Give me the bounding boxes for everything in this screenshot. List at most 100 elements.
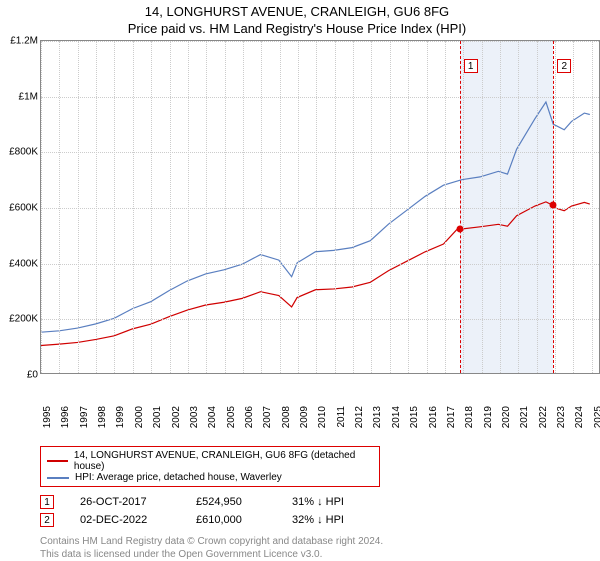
gridline-vertical — [463, 41, 464, 373]
gridline-horizontal — [41, 97, 599, 98]
legend-swatch-hpi — [47, 477, 69, 479]
footer-line-1: Contains HM Land Registry data © Crown c… — [40, 535, 590, 548]
gridline-vertical — [261, 41, 262, 373]
x-axis-label: 2013 — [370, 406, 383, 428]
x-axis-label: 2021 — [517, 406, 530, 428]
legend-item-price-paid: 14, LONGHURST AVENUE, CRANLEIGH, GU6 8FG… — [47, 450, 373, 472]
x-axis-label: 2000 — [132, 406, 145, 428]
gridline-vertical — [518, 41, 519, 373]
y-axis-label: £400K — [9, 258, 41, 269]
event-marker: 1 — [464, 59, 478, 73]
x-axis-label: 2012 — [352, 406, 365, 428]
gridline-vertical — [316, 41, 317, 373]
gridline-vertical — [537, 41, 538, 373]
x-axis-label: 2024 — [572, 406, 585, 428]
gridline-horizontal — [41, 264, 599, 265]
event-marker-icon: 2 — [40, 513, 54, 527]
x-axis-label: 2020 — [499, 406, 512, 428]
y-axis-label: £600K — [9, 203, 41, 214]
gridline-vertical — [225, 41, 226, 373]
gridline-vertical — [78, 41, 79, 373]
gridline-vertical — [133, 41, 134, 373]
gridline-vertical — [390, 41, 391, 373]
x-axis-labels: 1995199619971998199920002001200220032004… — [40, 374, 600, 406]
x-axis-label: 2004 — [205, 406, 218, 428]
sales-row: 1 26-OCT-2017 £524,950 31% ↓ HPI — [40, 495, 590, 509]
sales-row: 2 02-DEC-2022 £610,000 32% ↓ HPI — [40, 513, 590, 527]
gridline-vertical — [206, 41, 207, 373]
gridline-vertical — [280, 41, 281, 373]
legend: 14, LONGHURST AVENUE, CRANLEIGH, GU6 8FG… — [40, 446, 380, 487]
gridline-vertical — [408, 41, 409, 373]
gridline-vertical — [500, 41, 501, 373]
event-line — [460, 41, 461, 373]
gridline-vertical — [114, 41, 115, 373]
event-marker-icon: 1 — [40, 495, 54, 509]
sale-vs-hpi: 31% ↓ HPI — [292, 496, 382, 508]
x-axis-label: 2009 — [297, 406, 310, 428]
y-axis-label: £1M — [19, 91, 41, 102]
x-axis-label: 2005 — [224, 406, 237, 428]
chart-area: £0£200K£400K£600K£800K£1M£1.2M12 — [40, 40, 600, 374]
gridline-vertical — [445, 41, 446, 373]
x-axis-label: 1999 — [113, 406, 126, 428]
x-axis-label: 2015 — [407, 406, 420, 428]
gridline-vertical — [96, 41, 97, 373]
gridline-vertical — [59, 41, 60, 373]
x-axis-label: 2018 — [462, 406, 475, 428]
x-axis-label: 1995 — [40, 406, 53, 428]
y-axis-label: £0 — [27, 370, 41, 381]
x-axis-label: 2019 — [481, 406, 494, 428]
gridline-horizontal — [41, 152, 599, 153]
x-axis-label: 2016 — [426, 406, 439, 428]
gridline-vertical — [371, 41, 372, 373]
x-axis-label: 1997 — [77, 406, 90, 428]
gridline-vertical — [427, 41, 428, 373]
x-axis-label: 2002 — [169, 406, 182, 428]
x-axis-label: 2003 — [187, 406, 200, 428]
sales-table: 1 26-OCT-2017 £524,950 31% ↓ HPI 2 02-DE… — [40, 495, 590, 527]
gridline-vertical — [170, 41, 171, 373]
series-line — [41, 202, 590, 346]
x-axis-label: 2010 — [315, 406, 328, 428]
x-axis-label: 2008 — [279, 406, 292, 428]
chart-figure: 14, LONGHURST AVENUE, CRANLEIGH, GU6 8FG… — [0, 0, 600, 560]
gridline-horizontal — [41, 208, 599, 209]
legend-item-hpi: HPI: Average price, detached house, Wave… — [47, 472, 373, 483]
x-axis-label: 2001 — [150, 406, 163, 428]
gridline-vertical — [592, 41, 593, 373]
gridline-vertical — [151, 41, 152, 373]
x-axis-label: 2017 — [444, 406, 457, 428]
gridline-vertical — [243, 41, 244, 373]
x-axis-label: 2007 — [260, 406, 273, 428]
x-axis-label: 2023 — [554, 406, 567, 428]
x-axis-label: 2022 — [536, 406, 549, 428]
legend-label-price-paid: 14, LONGHURST AVENUE, CRANLEIGH, GU6 8FG… — [74, 450, 373, 472]
x-axis-label: 2014 — [389, 406, 402, 428]
x-axis-label: 2006 — [242, 406, 255, 428]
title-line-2: Price paid vs. HM Land Registry's House … — [4, 21, 590, 36]
gridline-vertical — [298, 41, 299, 373]
y-axis-label: £200K — [9, 314, 41, 325]
sale-date: 26-OCT-2017 — [80, 496, 170, 508]
legend-swatch-price-paid — [47, 460, 68, 462]
y-axis-label: £800K — [9, 147, 41, 158]
title-line-1: 14, LONGHURST AVENUE, CRANLEIGH, GU6 8FG — [4, 4, 590, 19]
series-line — [41, 102, 590, 332]
gridline-horizontal — [41, 41, 599, 42]
gridline-vertical — [573, 41, 574, 373]
gridline-vertical — [353, 41, 354, 373]
event-marker: 2 — [557, 59, 571, 73]
gridline-vertical — [188, 41, 189, 373]
gridline-vertical — [482, 41, 483, 373]
gridline-horizontal — [41, 319, 599, 320]
event-dot — [456, 225, 463, 232]
footer-line-2: This data is licensed under the Open Gov… — [40, 548, 590, 561]
legend-label-hpi: HPI: Average price, detached house, Wave… — [75, 472, 282, 483]
x-axis-label: 1996 — [58, 406, 71, 428]
gridline-vertical — [41, 41, 42, 373]
sale-price: £610,000 — [196, 514, 266, 526]
y-axis-label: £1.2M — [10, 36, 41, 47]
title-block: 14, LONGHURST AVENUE, CRANLEIGH, GU6 8FG… — [4, 4, 590, 36]
x-axis-label: 1998 — [95, 406, 108, 428]
